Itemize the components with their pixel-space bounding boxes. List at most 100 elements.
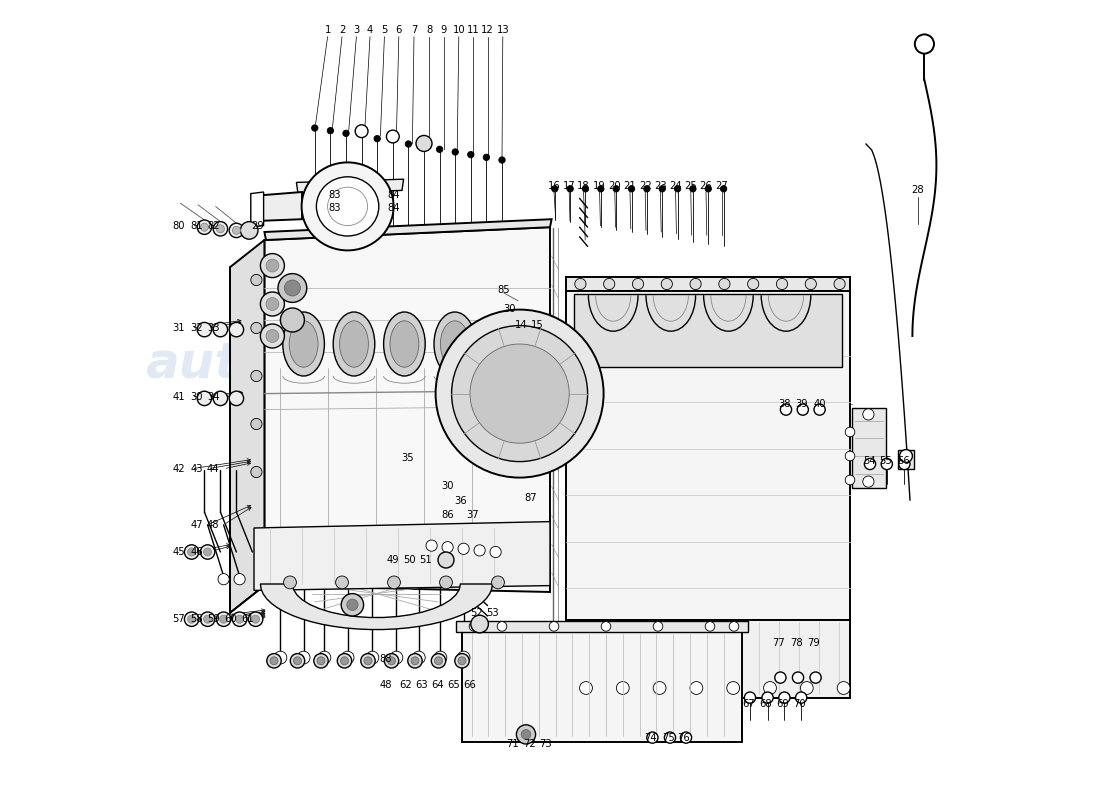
Circle shape [229, 322, 243, 337]
Text: 84: 84 [387, 203, 399, 213]
Circle shape [718, 278, 730, 290]
Circle shape [229, 223, 243, 238]
Circle shape [597, 186, 604, 192]
Text: 25: 25 [684, 181, 697, 190]
Text: 15: 15 [531, 320, 543, 330]
Circle shape [727, 682, 739, 694]
Text: 53: 53 [486, 608, 498, 618]
Circle shape [251, 418, 262, 430]
Circle shape [458, 543, 470, 554]
Circle shape [220, 615, 228, 623]
Circle shape [341, 651, 354, 664]
Text: 58: 58 [190, 614, 202, 624]
Circle shape [795, 692, 806, 703]
Circle shape [384, 654, 398, 668]
Text: 46: 46 [190, 547, 202, 557]
Circle shape [311, 125, 318, 131]
Circle shape [232, 226, 241, 234]
Circle shape [474, 545, 485, 556]
Circle shape [690, 682, 703, 694]
Text: 2: 2 [339, 26, 345, 35]
Ellipse shape [283, 312, 324, 376]
Polygon shape [230, 240, 264, 613]
Circle shape [899, 458, 910, 470]
Circle shape [661, 278, 672, 290]
Polygon shape [251, 192, 264, 227]
Circle shape [336, 576, 349, 589]
Circle shape [862, 409, 874, 420]
Text: 41: 41 [173, 392, 185, 402]
Circle shape [498, 157, 505, 163]
Circle shape [217, 612, 231, 626]
Circle shape [653, 622, 663, 631]
Circle shape [235, 615, 243, 623]
Circle shape [690, 186, 696, 192]
Circle shape [431, 654, 446, 668]
Text: 83: 83 [329, 203, 341, 213]
Text: 71: 71 [506, 739, 519, 749]
Circle shape [290, 654, 305, 668]
Circle shape [294, 657, 301, 665]
Circle shape [845, 475, 855, 485]
Circle shape [338, 654, 352, 668]
Circle shape [426, 540, 437, 551]
Circle shape [681, 732, 692, 743]
Text: 26: 26 [700, 181, 713, 190]
Circle shape [798, 404, 808, 415]
Text: 24: 24 [669, 181, 682, 190]
Polygon shape [898, 450, 914, 469]
Polygon shape [566, 291, 850, 620]
Text: 6: 6 [396, 26, 402, 35]
Text: 70: 70 [793, 699, 806, 709]
Text: 65: 65 [448, 680, 461, 690]
Ellipse shape [440, 321, 470, 367]
Circle shape [266, 259, 278, 272]
Ellipse shape [340, 321, 368, 367]
Circle shape [881, 458, 892, 470]
Text: 20: 20 [608, 181, 622, 190]
Text: 30: 30 [504, 304, 516, 314]
Text: 44: 44 [207, 464, 219, 474]
Text: 28: 28 [912, 186, 924, 195]
Text: autosparts: autosparts [497, 340, 803, 388]
Text: 1: 1 [324, 26, 331, 35]
Circle shape [452, 326, 587, 462]
Text: 52: 52 [470, 608, 483, 618]
Text: 75: 75 [662, 733, 674, 742]
Text: 10: 10 [452, 26, 465, 35]
Text: 47: 47 [190, 520, 202, 530]
Circle shape [346, 599, 358, 610]
Text: 68: 68 [760, 699, 772, 709]
Text: 30: 30 [441, 482, 454, 491]
Circle shape [616, 682, 629, 694]
Circle shape [327, 127, 333, 134]
Text: 56: 56 [898, 456, 910, 466]
Circle shape [278, 274, 307, 302]
Circle shape [780, 404, 792, 415]
Circle shape [355, 125, 368, 138]
Circle shape [251, 274, 262, 286]
Circle shape [261, 324, 285, 348]
Circle shape [297, 651, 310, 664]
Circle shape [341, 657, 349, 665]
Text: 18: 18 [578, 181, 590, 190]
Text: 37: 37 [466, 510, 478, 520]
Circle shape [653, 682, 666, 694]
Circle shape [200, 612, 214, 626]
Circle shape [497, 622, 507, 631]
Circle shape [549, 622, 559, 631]
Circle shape [647, 732, 658, 743]
Polygon shape [264, 227, 550, 592]
Text: 11: 11 [466, 26, 480, 35]
Circle shape [745, 692, 756, 703]
Circle shape [251, 466, 262, 478]
Circle shape [314, 654, 328, 668]
Circle shape [213, 222, 228, 236]
Circle shape [470, 344, 569, 443]
Circle shape [229, 391, 243, 406]
Circle shape [218, 574, 229, 585]
Circle shape [690, 278, 701, 290]
Circle shape [644, 186, 650, 192]
Circle shape [602, 622, 610, 631]
Text: 38: 38 [778, 399, 791, 409]
